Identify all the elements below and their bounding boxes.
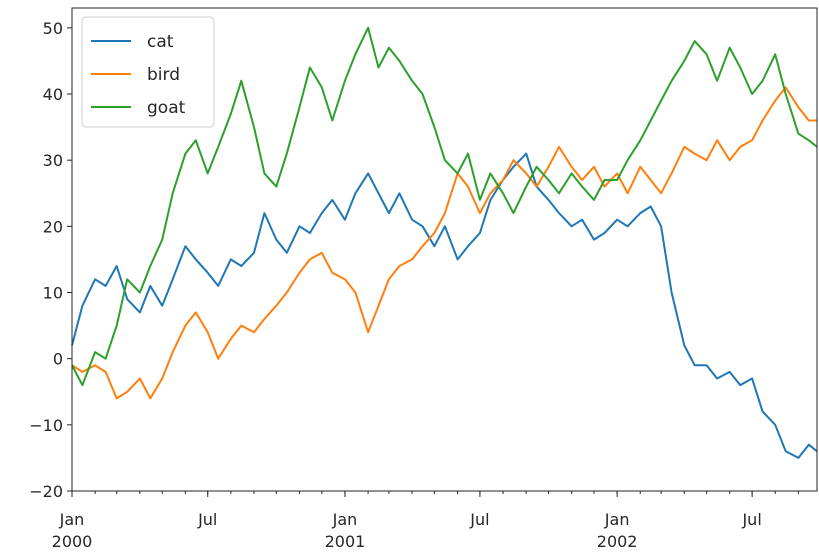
y-axis: −20 −10 0 10 20 30 40 50 — [29, 19, 72, 501]
legend-label-goat: goat — [147, 98, 186, 118]
y-tick-label: 40 — [43, 85, 63, 104]
series-layer — [71, 26, 818, 459]
x-tick-label: Jul — [469, 510, 489, 529]
y-tick-label: 50 — [43, 19, 63, 38]
y-tick-label: 0 — [53, 350, 63, 369]
x-tick-label: Jan — [332, 510, 358, 529]
series-line-goat — [71, 26, 818, 387]
x-tick-year-label: 2000 — [52, 532, 93, 551]
x-tick-year-label: 2001 — [325, 532, 366, 551]
legend: cat bird goat — [81, 16, 215, 128]
series-line-bird — [71, 86, 817, 400]
legend-label-cat: cat — [147, 32, 174, 52]
x-tick-year-label: 2002 — [597, 532, 638, 551]
x-axis: Jan 2000 Jul Jan 2001 Jul Jan 2002 Jul — [52, 491, 799, 551]
x-tick-label: Jan — [604, 510, 630, 529]
y-tick-label: 30 — [43, 151, 63, 170]
x-tick-label: Jul — [741, 510, 761, 529]
series-line-cat — [71, 152, 818, 459]
legend-box — [81, 16, 215, 128]
axes-frame — [71, 7, 818, 492]
y-tick-label: −20 — [29, 482, 63, 501]
y-tick-label: 10 — [43, 284, 63, 303]
y-tick-label: −10 — [29, 416, 63, 435]
legend-label-bird: bird — [147, 65, 180, 85]
x-tick-label: Jan — [59, 510, 85, 529]
y-tick-label: 20 — [43, 217, 63, 236]
x-tick-label: Jul — [197, 510, 217, 529]
